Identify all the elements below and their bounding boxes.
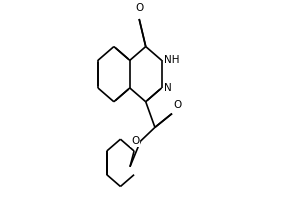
Text: O: O [135, 3, 143, 13]
Text: O: O [131, 136, 139, 146]
Text: NH: NH [164, 55, 180, 65]
Text: N: N [164, 83, 172, 93]
Text: O: O [173, 100, 181, 110]
